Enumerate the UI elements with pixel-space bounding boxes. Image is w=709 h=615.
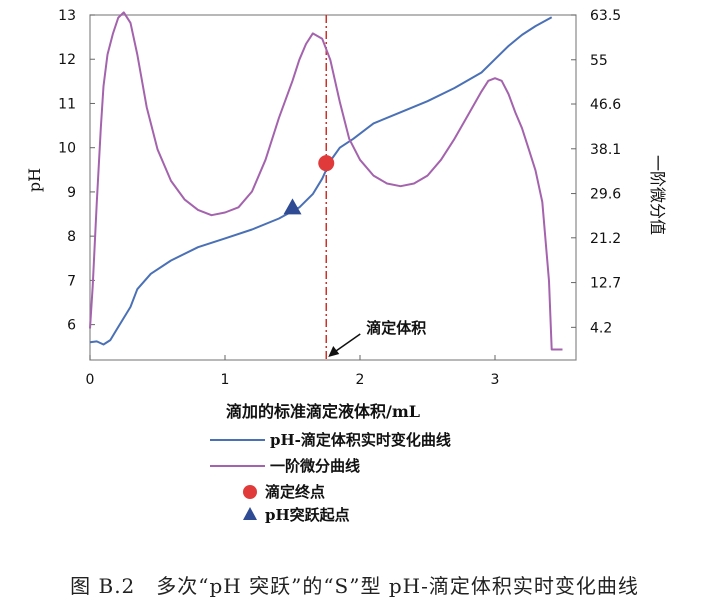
figure-caption: 图 B.2 多次“pH 突跃”的“S”型 pH-滴定体积实时变化曲线 bbox=[70, 574, 639, 598]
y-tick-label: 12 bbox=[58, 52, 76, 68]
series-derivative-curve bbox=[89, 11, 563, 351]
legend: pH-滴定体积实时变化曲线 一阶微分曲线 滴定终点 pH突跃起点 bbox=[210, 431, 451, 524]
x-axis-label: 滴加的标准滴定液体积/mL bbox=[226, 402, 420, 421]
endpoint-marker bbox=[318, 155, 335, 172]
jump-start-marker bbox=[283, 198, 302, 215]
x-tick-label: 1 bbox=[221, 372, 230, 388]
y-tick-label: 11 bbox=[58, 96, 76, 112]
legend-marker-jump-start bbox=[243, 507, 257, 520]
x-tick-label: 0 bbox=[86, 372, 95, 388]
y-axis-label: pH bbox=[25, 168, 44, 192]
series-ph-curve bbox=[89, 16, 553, 346]
annotation-label: 滴定体积 bbox=[366, 319, 426, 337]
y-tick-label: 10 bbox=[58, 141, 76, 157]
legend-label-endpoint: 滴定终点 bbox=[265, 483, 325, 501]
x-tick-label: 2 bbox=[356, 372, 365, 388]
legend-label-jump-start: pH突跃起点 bbox=[265, 506, 350, 524]
y-tick-label: 13 bbox=[58, 8, 76, 24]
legend-label-derivative: 一阶微分曲线 bbox=[270, 457, 360, 475]
y2-tick-label: 38.1 bbox=[590, 142, 621, 158]
y-tick-label: 6 bbox=[67, 318, 76, 334]
y-tick-label: 7 bbox=[67, 273, 76, 289]
y2-tick-label: 12.7 bbox=[590, 276, 621, 292]
y2-tick-label: 46.6 bbox=[590, 97, 621, 113]
y2-tick-label: 55 bbox=[590, 53, 608, 69]
y-tick-label: 8 bbox=[67, 229, 76, 245]
y2-tick-label: 29.6 bbox=[590, 187, 621, 203]
legend-marker-endpoint bbox=[243, 485, 257, 499]
y-tick-label: 9 bbox=[67, 185, 76, 201]
y2-tick-label: 21.2 bbox=[590, 231, 621, 247]
x-tick-label: 3 bbox=[491, 372, 500, 388]
annotation-arrowhead bbox=[328, 346, 340, 357]
legend-label-ph: pH-滴定体积实时变化曲线 bbox=[270, 431, 451, 449]
y2-tick-label: 63.5 bbox=[590, 8, 621, 24]
y2-tick-label: 4.2 bbox=[590, 320, 612, 336]
y2-axis-label: 一阶微分值 bbox=[648, 155, 667, 235]
plot-frame bbox=[89, 14, 577, 361]
